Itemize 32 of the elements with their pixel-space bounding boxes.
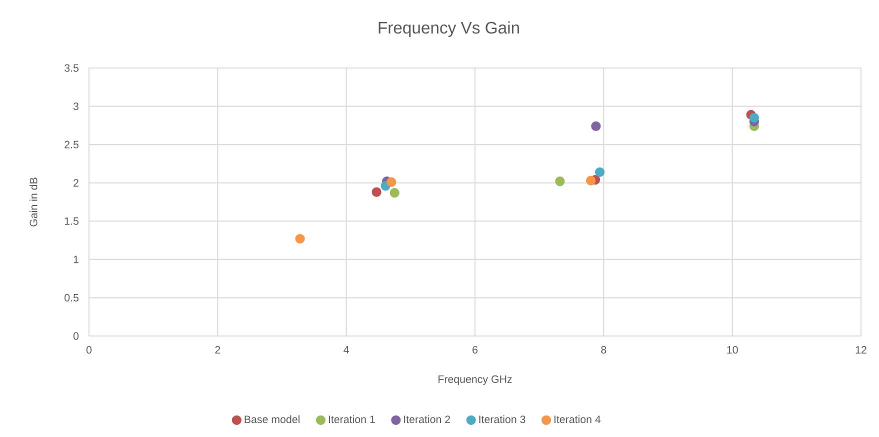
x-tick-label: 8 xyxy=(601,346,606,354)
legend-label: Iteration 2 xyxy=(404,415,450,424)
point xyxy=(386,177,396,187)
y-tick-label: 2 xyxy=(74,179,78,187)
legend-label: Iteration 4 xyxy=(554,415,601,424)
point xyxy=(591,121,601,131)
x-tick-label: 2 xyxy=(215,346,220,354)
point xyxy=(595,167,605,177)
x-tick-label: 0 xyxy=(86,346,92,354)
point xyxy=(586,176,596,186)
x-tick-label: 4 xyxy=(344,346,349,354)
point xyxy=(390,188,400,198)
y-tick-label: 0.5 xyxy=(64,294,79,302)
legend-label: Iteration 3 xyxy=(479,415,526,424)
y-tick-label: 0 xyxy=(73,332,79,340)
y-tick-label: 3 xyxy=(73,102,78,110)
y-tick-label: 1 xyxy=(74,256,78,264)
x-tick-label: 6 xyxy=(472,346,478,354)
y-tick-label: 3.5 xyxy=(64,64,79,72)
x-tick-label: 10 xyxy=(727,346,738,354)
point xyxy=(555,176,565,186)
legend-label: Iteration 1 xyxy=(328,415,375,424)
point xyxy=(372,187,382,197)
y-tick-label: 2.5 xyxy=(64,140,79,148)
x-axis-title: Frequency GHz xyxy=(438,375,512,386)
point xyxy=(295,234,305,244)
x-tick-label: 12 xyxy=(856,346,866,354)
legend-label: Base model xyxy=(244,415,300,424)
y-axis-title: Gain in dB xyxy=(29,178,38,226)
point xyxy=(749,112,760,123)
chart-title: Frequency Vs Gain xyxy=(378,21,519,37)
y-tick-label: 1.5 xyxy=(64,217,79,225)
